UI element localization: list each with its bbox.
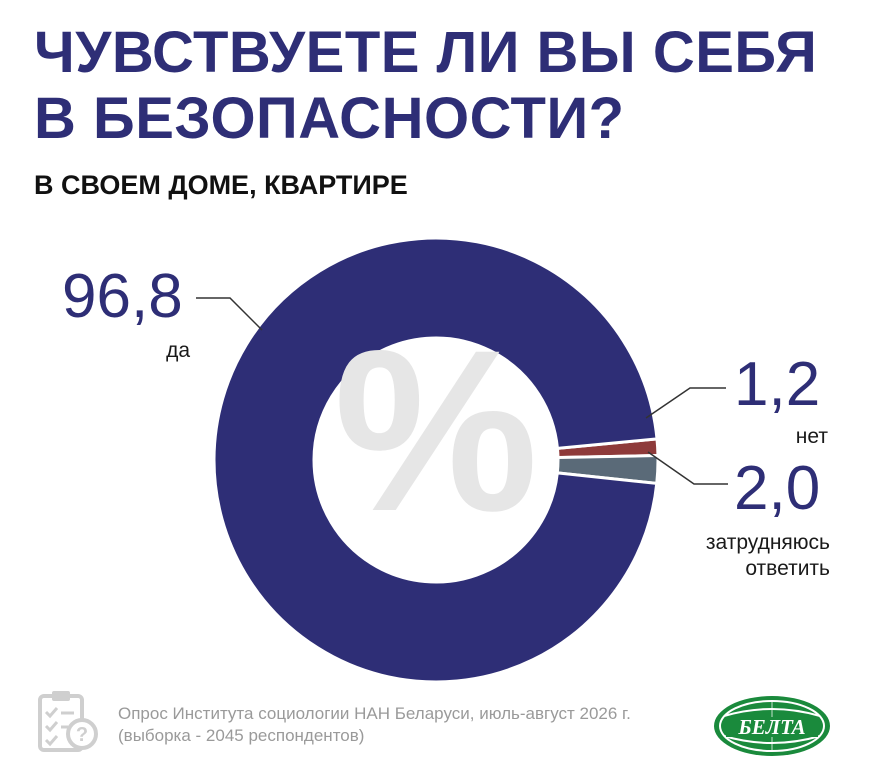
- page-title: ЧУВСТВУЕТЕ ЛИ ВЫ СЕБЯ В БЕЗОПАСНОСТИ?: [34, 20, 818, 151]
- page-subtitle: В СВОЕМ ДОМЕ, КВАРТИРЕ: [34, 170, 408, 200]
- source-note: Опрос Института социологии НАН Беларуси,…: [118, 703, 698, 747]
- svg-text:БЕЛТА: БЕЛТА: [737, 715, 805, 739]
- source-line-1: Опрос Института социологии НАН Беларуси,…: [118, 704, 631, 723]
- source-line-2: (выборка - 2045 респондентов): [118, 726, 365, 745]
- value-label-yes: 96,8: [62, 262, 183, 331]
- leader-line-unsure: [647, 451, 728, 485]
- category-label-yes: да: [166, 339, 190, 362]
- category-label-no: нет: [795, 425, 828, 448]
- slice-yes: [212, 236, 659, 684]
- belta-logo: БЕЛТА: [714, 696, 830, 756]
- clipboard-checklist-icon: ?: [38, 691, 98, 752]
- leader-line-yes: [196, 297, 263, 331]
- leader-line-no: [645, 387, 726, 419]
- value-label-no: 1,2: [734, 350, 821, 419]
- value-label-unsure: 2,0: [734, 454, 821, 523]
- svg-text:?: ?: [76, 724, 88, 746]
- category-label-unsure: затрудняюсь ответить: [705, 531, 830, 580]
- percent-symbol: %: [334, 302, 539, 559]
